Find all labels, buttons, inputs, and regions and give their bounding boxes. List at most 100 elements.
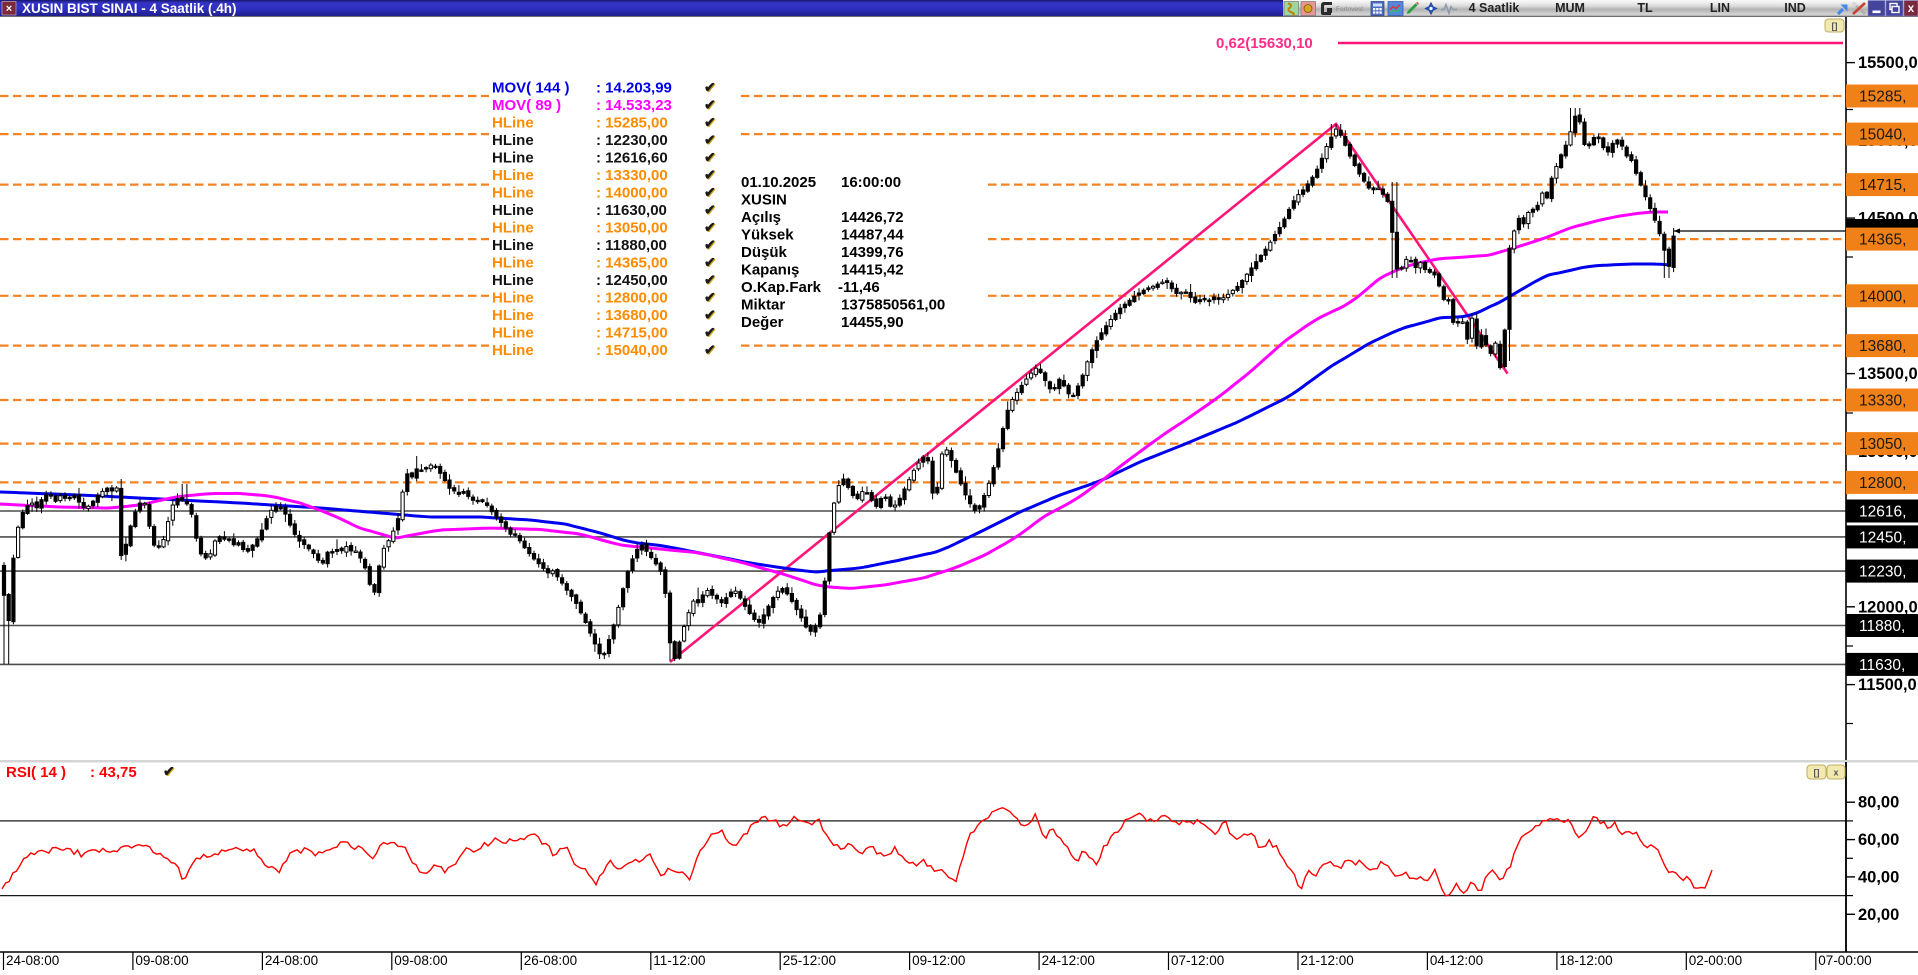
svg-text:HLine: HLine <box>492 290 534 307</box>
svg-text:18-12:00: 18-12:00 <box>1559 953 1612 968</box>
svg-text:14487,44: 14487,44 <box>841 227 904 244</box>
svg-text:09-08:00: 09-08:00 <box>135 953 188 968</box>
svg-text:✔: ✔ <box>705 238 717 254</box>
svg-text:x: x <box>1833 768 1838 778</box>
svg-text:Açılış: Açılış <box>741 209 781 226</box>
svg-text:02-00:00: 02-00:00 <box>1689 953 1742 968</box>
svg-text:15285,: 15285, <box>1859 89 1906 106</box>
svg-text:✔: ✔ <box>704 272 716 288</box>
svg-text:x: x <box>1908 3 1915 15</box>
svg-text:TL: TL <box>1637 1 1653 15</box>
svg-text:×: × <box>6 3 12 15</box>
svg-text:✔: ✔ <box>704 97 716 113</box>
svg-text:Yüksek: Yüksek <box>741 227 794 244</box>
svg-text:ForInvest: ForInvest <box>1336 6 1363 13</box>
svg-text:✔: ✔ <box>704 184 716 200</box>
svg-text:O.Kap.Fark: O.Kap.Fark <box>741 279 822 296</box>
svg-text:HLine: HLine <box>492 255 534 272</box>
svg-text:: 14365,00: : 14365,00 <box>596 255 668 272</box>
svg-text:14000,: 14000, <box>1859 288 1906 305</box>
svg-text:4 Saatlik: 4 Saatlik <box>1469 1 1520 15</box>
svg-text:✔: ✔ <box>704 342 716 358</box>
svg-text:: 15040,00: : 15040,00 <box>596 342 668 359</box>
svg-text:09-08:00: 09-08:00 <box>394 953 447 968</box>
svg-text:✔: ✔ <box>704 324 716 340</box>
svg-text:✔: ✔ <box>704 79 716 95</box>
svg-text:: 12616,60: : 12616,60 <box>596 150 668 167</box>
svg-text:HLine: HLine <box>492 307 534 324</box>
svg-text:14426,72: 14426,72 <box>841 209 904 226</box>
svg-text:14415,42: 14415,42 <box>841 262 904 279</box>
svg-text:[]: [] <box>1814 768 1820 778</box>
svg-text:: 13330,00: : 13330,00 <box>596 167 668 184</box>
svg-text:: 14.533,23: : 14.533,23 <box>596 97 672 114</box>
svg-text:14365,: 14365, <box>1859 232 1906 249</box>
svg-text:: 13680,00: : 13680,00 <box>596 307 668 324</box>
svg-text:✔: ✔ <box>705 150 717 166</box>
svg-text:XUSIN: XUSIN <box>741 192 787 209</box>
svg-text:✔: ✔ <box>704 219 716 235</box>
svg-text:HLine: HLine <box>492 115 534 132</box>
svg-text:LIN: LIN <box>1710 1 1730 15</box>
svg-text:24-08:00: 24-08:00 <box>265 953 318 968</box>
svg-text:25-12:00: 25-12:00 <box>783 953 836 968</box>
svg-text:✔: ✔ <box>704 132 716 148</box>
svg-text:09-12:00: 09-12:00 <box>912 953 965 968</box>
svg-text:11880,: 11880, <box>1859 618 1905 635</box>
svg-text:HLine: HLine <box>492 167 534 184</box>
svg-text:HLine: HLine <box>492 342 534 359</box>
svg-text:1375850561,00: 1375850561,00 <box>841 297 945 314</box>
svg-text:Değer: Değer <box>741 314 784 331</box>
svg-text:: 15285,00: : 15285,00 <box>596 115 668 132</box>
svg-text:12616,: 12616, <box>1859 504 1906 521</box>
svg-text:24-08:00: 24-08:00 <box>6 953 59 968</box>
svg-text:IND: IND <box>1784 1 1806 15</box>
svg-text:HLine: HLine <box>492 325 534 342</box>
svg-text:✔: ✔ <box>704 202 716 218</box>
svg-text:: 12230,00: : 12230,00 <box>596 132 668 149</box>
svg-text:✔: ✔ <box>164 764 176 780</box>
svg-text:04-12:00: 04-12:00 <box>1430 953 1483 968</box>
svg-text:✔: ✔ <box>705 80 717 96</box>
svg-text:13680,: 13680, <box>1859 338 1906 355</box>
svg-text:✔: ✔ <box>705 203 717 219</box>
svg-text:12800,: 12800, <box>1859 475 1906 492</box>
svg-text:21-12:00: 21-12:00 <box>1301 953 1354 968</box>
svg-text:MUM: MUM <box>1555 1 1585 15</box>
svg-text:20,00: 20,00 <box>1858 906 1899 924</box>
svg-text:✔: ✔ <box>705 133 717 149</box>
svg-text:12230,: 12230, <box>1859 564 1906 581</box>
svg-text:: 12450,00: : 12450,00 <box>596 272 668 289</box>
svg-text:✔: ✔ <box>705 115 717 131</box>
svg-text:HLine: HLine <box>492 150 534 167</box>
svg-text:HLine: HLine <box>492 237 534 254</box>
svg-text:16:00:00: 16:00:00 <box>841 174 901 191</box>
svg-text:HLine: HLine <box>492 185 534 202</box>
svg-text:24-12:00: 24-12:00 <box>1042 953 1095 968</box>
svg-text:HLine: HLine <box>492 272 534 289</box>
svg-text:Kapanış: Kapanış <box>741 262 799 279</box>
svg-text:14715,: 14715, <box>1859 177 1906 194</box>
svg-text:✔: ✔ <box>704 307 716 323</box>
svg-text:11630,: 11630, <box>1859 657 1905 674</box>
svg-text:15040,: 15040, <box>1859 127 1906 144</box>
svg-text:: 11880,00: : 11880,00 <box>596 237 667 254</box>
svg-text:12450,: 12450, <box>1859 529 1906 546</box>
svg-text:✔: ✔ <box>705 290 717 306</box>
svg-text:✔: ✔ <box>705 220 717 236</box>
svg-text:: 11630,00: : 11630,00 <box>596 202 667 219</box>
svg-text:11500,0: 11500,0 <box>1858 676 1917 694</box>
svg-text:: 14.203,99: : 14.203,99 <box>596 80 672 97</box>
svg-text:✔: ✔ <box>705 255 717 271</box>
svg-text:HLine: HLine <box>492 220 534 237</box>
svg-text:✔: ✔ <box>704 254 716 270</box>
svg-text:✔: ✔ <box>705 273 717 289</box>
svg-text:14455,90: 14455,90 <box>841 314 904 331</box>
svg-text:Miktar: Miktar <box>741 297 785 314</box>
svg-text:✔: ✔ <box>705 325 717 341</box>
svg-text:✔: ✔ <box>704 114 716 130</box>
svg-text:11-12:00: 11-12:00 <box>653 953 705 968</box>
svg-text:60,00: 60,00 <box>1858 831 1899 849</box>
svg-text:15500,0: 15500,0 <box>1858 54 1918 72</box>
svg-text:✔: ✔ <box>163 763 175 779</box>
